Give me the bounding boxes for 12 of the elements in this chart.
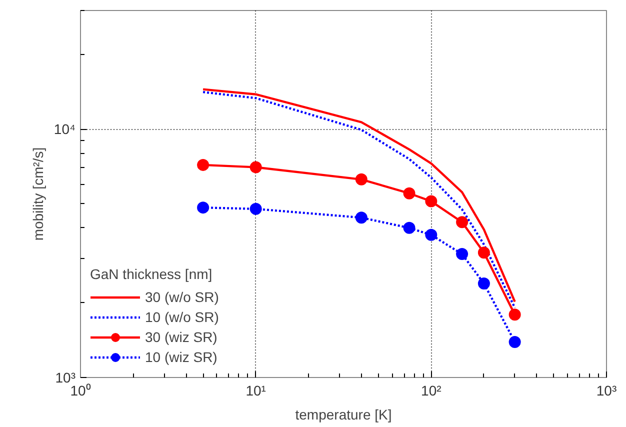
x-tick-label: 10⁰	[70, 382, 91, 398]
y-tick-label: 10⁴	[54, 121, 76, 138]
legend-label: 30 (w/o SR)	[145, 289, 219, 305]
legend-title: GaN thickness [nm]	[90, 266, 214, 282]
x-axis-title: temperature [K]	[295, 406, 392, 422]
x-tick-label: 10¹	[246, 382, 266, 398]
legend-label: 10 (w/o SR)	[145, 309, 219, 325]
x-tick-label: 10²	[421, 382, 442, 398]
legend-label: 30 (wiz SR)	[145, 329, 218, 345]
x-tick-label: 10³	[596, 382, 617, 398]
legend-label: 10 (wiz SR)	[145, 349, 218, 365]
y-axis-title: mobility [cm²/s]	[30, 147, 46, 241]
